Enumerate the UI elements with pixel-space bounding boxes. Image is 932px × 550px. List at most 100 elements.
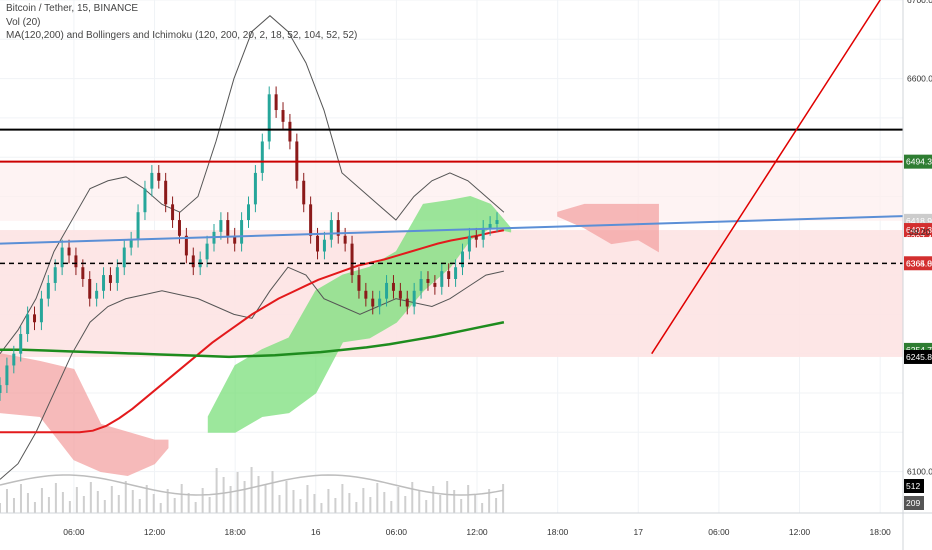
candle-body [19,334,23,354]
candle-body [378,298,382,307]
candle-body [247,204,251,221]
volume-bar [348,493,351,513]
candle-body [26,314,30,335]
volume-bar [145,485,148,513]
volume-bar [481,503,484,513]
candle-body [309,204,313,236]
price-tag-label: 6364.86 [906,258,932,268]
candle-body [33,314,37,323]
chart-legend: Bitcoin / Tether, 15, BINANCE Vol (20) M… [6,2,357,43]
candle-body [385,282,389,299]
volume-bar [236,472,239,513]
candle-body [88,279,92,299]
volume-tag-box [904,479,924,493]
price-tag-label: 6418.99 [906,216,932,226]
volume-bar [313,494,316,513]
candle-body [205,243,209,260]
candle-body [454,267,458,280]
volume-bar [82,496,85,513]
candle-body [108,275,112,283]
volume-bar [327,489,330,513]
x-tick-label: 17 [634,527,644,537]
candle-body [143,188,147,213]
volume-bar [411,482,414,513]
volume-bar [271,471,274,513]
price-tag-label: 6254.79 [906,345,932,355]
bollinger-upper [0,15,505,354]
volume-bar [222,477,225,513]
candle-body [5,365,9,386]
volume-bar [180,484,183,513]
price-tag-label: 6245.81 [906,352,932,362]
candle-body [316,235,320,252]
volume-tag-label: 512 [906,481,920,491]
volume-bar [383,492,386,513]
volume-bar [488,489,491,513]
price-tag-label: 6365.02 [906,258,932,268]
y-tick-label: 6100.00 [907,467,932,477]
candle-body [260,141,264,173]
candle-body [371,298,375,307]
candle-body [39,298,43,323]
red-diagonal-line[interactable] [651,0,903,355]
volume-bar [257,476,260,513]
candle-body [460,251,464,268]
candle-body [164,180,168,205]
y-tick-label: 6700.00 [907,0,932,5]
volume-bar [439,495,442,513]
candle-body [74,255,78,268]
candle-body [219,220,223,232]
volume-bar [306,485,309,513]
x-tick-label: 06:00 [63,527,85,537]
x-tick-label: 12:00 [144,527,166,537]
volume-bar [152,494,155,513]
volume-bar [96,491,99,513]
volume-bar [194,502,197,513]
candle-body [329,220,333,240]
ma120-line [0,229,505,434]
candle-body [495,220,499,224]
volume-bar [278,495,281,513]
candle-body [447,271,451,280]
volume-bar [502,484,505,513]
candle-body [136,212,140,240]
candle-body [488,223,492,228]
volume-bar [320,503,323,513]
candle-body [419,279,423,291]
volume-bar [131,490,134,513]
volume-bar [446,481,449,513]
candle-body [357,275,361,291]
volume-bar [68,501,71,513]
candle-body [412,290,416,307]
candle-body [60,247,64,268]
candle-body [233,235,237,244]
price-tag-box [904,256,932,271]
volume-bar [187,493,190,513]
volume-bar [495,498,498,513]
blue-trend-line[interactable] [0,215,904,245]
volume-bar [460,499,463,513]
volume-bar [418,491,421,513]
candle-body [398,290,402,299]
volume-bar [110,486,113,513]
x-tick-label: 12:00 [789,527,811,537]
candle-body [288,121,292,142]
candle-body [129,239,133,248]
volume-bar [12,498,15,513]
candle-body [343,235,347,244]
candle-body [302,180,306,205]
candle-body [184,235,188,256]
volume-bar [243,481,246,513]
candle-body [171,204,175,221]
x-tick-label: 16 [311,527,321,537]
candle-body [46,282,50,299]
volume-bar [285,481,288,513]
candle-body [336,220,340,236]
candle-body [53,267,57,283]
price-tag-label: 6397.48 [906,233,932,243]
candle-body [177,220,181,236]
volume-bar [40,488,43,513]
candle-body [433,282,437,287]
